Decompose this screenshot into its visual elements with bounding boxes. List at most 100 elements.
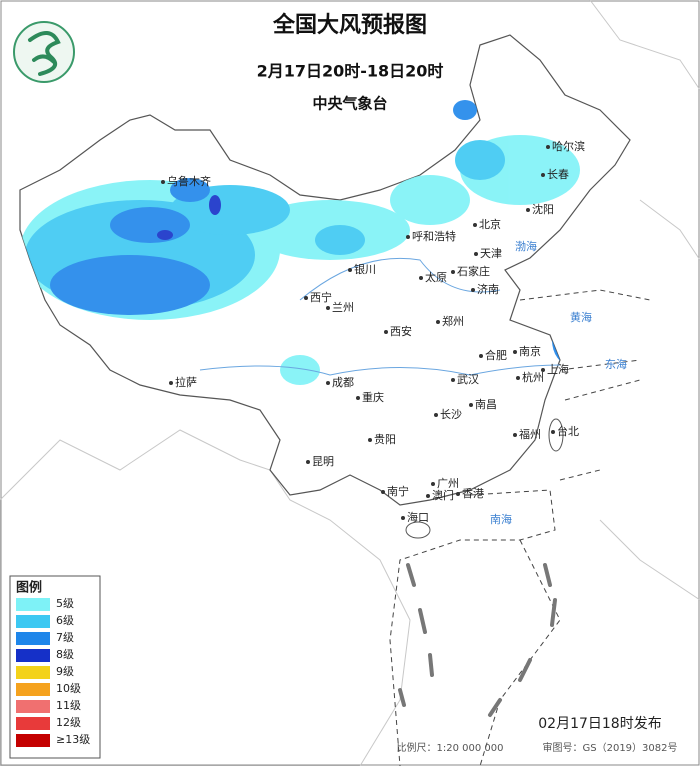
- city-label: 哈尔滨: [552, 139, 585, 153]
- legend-label: 11级: [56, 699, 81, 712]
- wind-area: [315, 225, 365, 255]
- legend-label: 6级: [56, 614, 74, 627]
- city-dot: [304, 296, 308, 300]
- city-label: 郑州: [442, 314, 464, 328]
- city-label: 武汉: [457, 373, 479, 386]
- city-dot: [426, 494, 430, 498]
- map-number: 审图号：GS（2019）3082号: [543, 741, 678, 754]
- agency: 中央气象台: [312, 95, 387, 113]
- legend-swatch: [16, 683, 50, 696]
- wind-area: [50, 255, 210, 315]
- city-label: 长沙: [440, 408, 462, 421]
- city-dot: [401, 516, 405, 520]
- city-label: 石家庄: [457, 264, 490, 278]
- city-label: 北京: [479, 217, 501, 231]
- city-label: 乌鲁木齐: [167, 174, 211, 188]
- sea-label: 东海: [605, 357, 627, 371]
- city-dot: [384, 330, 388, 334]
- city-label: 呼和浩特: [412, 229, 456, 243]
- wind-area: [390, 175, 470, 225]
- river: [299, 257, 501, 301]
- wind-area: [453, 100, 477, 120]
- wind-area: [280, 355, 320, 385]
- city-label: 杭州: [522, 370, 544, 384]
- wind-area: [455, 140, 505, 180]
- city-label: 太原: [425, 271, 447, 284]
- legend-swatch: [16, 632, 50, 645]
- scale: 比例尺：1:20 000 000: [397, 741, 504, 754]
- city-label: 拉萨: [175, 375, 197, 389]
- wind-areas: [20, 135, 588, 385]
- city-label: 上海: [547, 362, 569, 376]
- period: 2月17日20时-18日20时: [257, 62, 444, 81]
- city-dot: [471, 288, 475, 292]
- title: 全国大风预报图: [272, 12, 427, 38]
- legend-label: 10级: [56, 682, 81, 695]
- city-label: 南宁: [387, 484, 409, 498]
- city-dot: [381, 490, 385, 494]
- legend-label: 5级: [56, 597, 74, 610]
- city-dot: [456, 492, 460, 496]
- city-dot: [513, 433, 517, 437]
- city-label: 兰州: [332, 301, 354, 314]
- legend-label: ≥13级: [56, 733, 90, 746]
- city-label: 沈阳: [532, 202, 554, 216]
- legend-swatch: [16, 717, 50, 730]
- city-dot: [546, 145, 550, 149]
- city-dot: [451, 378, 455, 382]
- legend-label: 7级: [56, 631, 74, 644]
- city-dot: [526, 208, 530, 212]
- legend-swatch: [16, 649, 50, 662]
- city-label: 西安: [390, 324, 412, 338]
- legend-label: 9级: [56, 665, 74, 678]
- city-label: 广州: [437, 477, 459, 490]
- legend-title: 图例: [16, 580, 42, 596]
- legend-swatch: [16, 615, 50, 628]
- legend-swatch: [16, 734, 50, 747]
- city-label: 银川: [354, 262, 376, 276]
- city-dot: [516, 376, 520, 380]
- city-dot: [326, 306, 330, 310]
- city-dot: [348, 268, 352, 272]
- river: [199, 364, 561, 376]
- city-dot: [541, 368, 545, 372]
- city-dot: [306, 460, 310, 464]
- city-label: 济南: [477, 282, 499, 296]
- city-dot: [161, 180, 165, 184]
- city-label: 天津: [480, 247, 502, 260]
- city-label: 合肥: [485, 348, 507, 362]
- nine-dash-line: [398, 563, 557, 717]
- city-label: 贵阳: [374, 433, 396, 446]
- sea-label: 渤海: [515, 239, 537, 253]
- city-label: 南京: [519, 344, 541, 358]
- city-dot: [513, 350, 517, 354]
- issued: 02月17日18时发布: [538, 716, 661, 732]
- city-label: 重庆: [362, 390, 384, 404]
- legend-swatch: [16, 666, 50, 679]
- logo: [13, 21, 75, 83]
- neighbor-outline: [589, 0, 700, 601]
- city-dot: [419, 276, 423, 280]
- wind-area: [209, 195, 221, 215]
- city-label: 台北: [557, 424, 579, 438]
- city-label: 福州: [519, 427, 541, 441]
- legend-swatch: [16, 700, 50, 713]
- city-dot: [551, 430, 555, 434]
- city-dot: [436, 320, 440, 324]
- city-label: 澳门: [432, 488, 454, 502]
- city-label: 成都: [332, 376, 354, 389]
- city-dot: [451, 270, 455, 274]
- legend-swatch: [16, 598, 50, 611]
- city-dot: [431, 482, 435, 486]
- city-dot: [469, 403, 473, 407]
- city-dot: [406, 235, 410, 239]
- legend-label: 8级: [56, 648, 74, 661]
- city-label: 西宁: [310, 290, 332, 304]
- city-label: 长春: [547, 168, 569, 181]
- wind-area: [170, 178, 210, 202]
- city-dot: [169, 381, 173, 385]
- city-dot: [368, 438, 372, 442]
- city-dot: [474, 252, 478, 256]
